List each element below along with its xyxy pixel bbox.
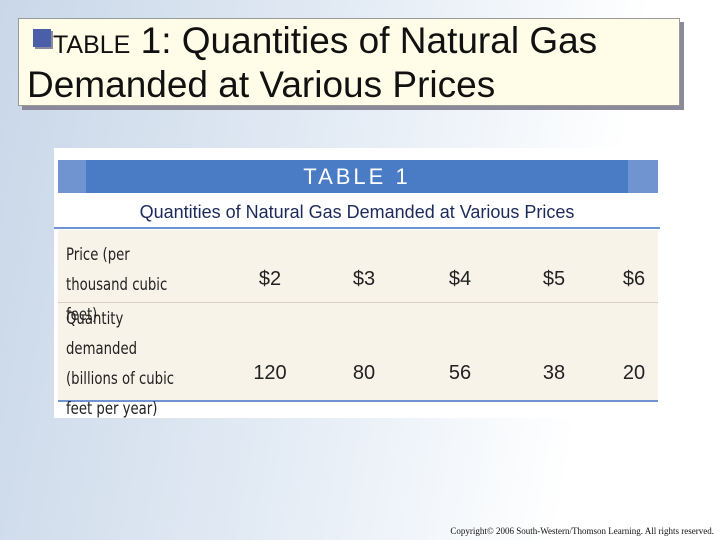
row-label: Price (per thousand cubic feet) [66,245,168,325]
table-cell: 120 [253,362,287,384]
title-main: 1: Quantities of Natural Gas Demanded at… [27,20,598,105]
table-bar [58,160,658,193]
table-cell: $5 [542,268,566,290]
copyright: Copyright© 2006 South-Western/Thomson Le… [450,526,714,536]
table-row: Price (per thousand cubic feet) $2 $3 $4 $5 $… [58,238,658,325]
table-body: Price (per thousand cubic feet) $2 $3 $4 $5 $… [58,230,658,419]
table-cell: $3 [352,268,376,290]
table-cell: $2 [258,268,282,290]
title: TABLE 1: Quantities of Natural Gas Deman… [27,21,687,105]
bullet [33,29,51,47]
table: TABLE 1 Quantities of Natural Gas Demand… [54,148,660,419]
table-row: Quantity demanded (billions of cubic fee… [58,302,658,419]
table-cell: 56 [448,362,472,384]
table-cell: 38 [542,362,566,384]
table-cell: $4 [448,268,472,290]
table-cell: 20 [622,362,646,384]
title-prefix: TABLE [53,31,131,59]
title-box: TABLE 1: Quantities of Natural Gas Deman… [18,18,680,106]
table-cell: 80 [352,362,376,384]
table-cell: $6 [622,268,646,290]
table-caption: Quantities of Natural Gas Demanded at Va… [54,197,660,229]
table-label: TABLE 1 [303,164,411,189]
row-label: Quantity demanded (billions of cubic fee… [66,309,175,419]
